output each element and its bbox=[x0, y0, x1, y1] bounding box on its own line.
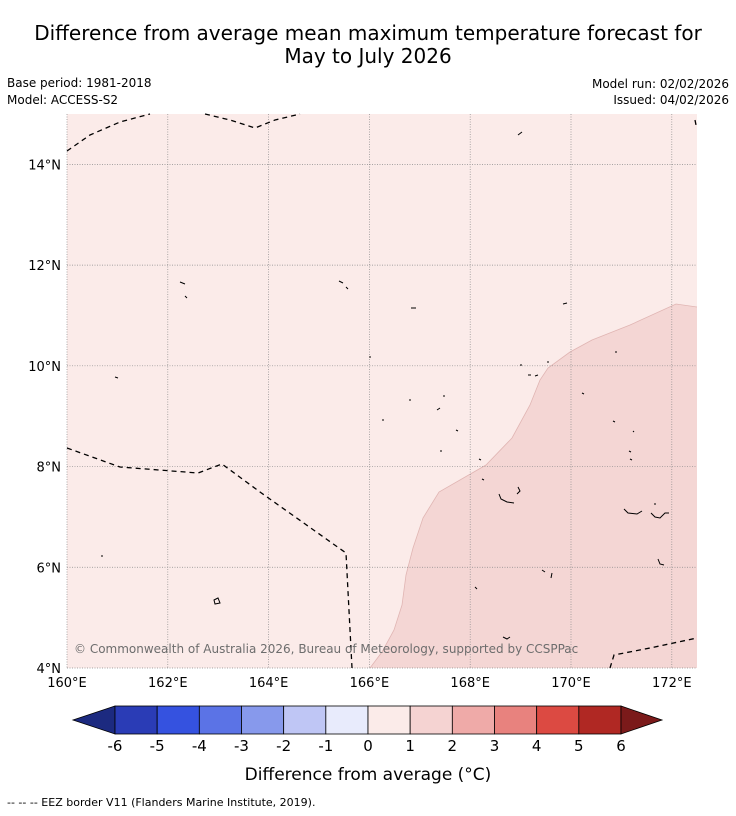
warm-anomaly-zone bbox=[370, 304, 697, 668]
eez-borders bbox=[66, 113, 698, 669]
island bbox=[179, 281, 188, 299]
island bbox=[541, 569, 553, 579]
island bbox=[520, 351, 617, 366]
map-panel: © Commonwealth of Australia 2026, Bureau… bbox=[28, 113, 698, 691]
colorbar-tick-label: -3 bbox=[234, 737, 249, 755]
lat-tick-label: 8°N bbox=[37, 461, 62, 476]
island bbox=[409, 395, 445, 411]
colorbar-cell bbox=[283, 705, 327, 735]
lon-tick-label: 172°E bbox=[652, 676, 692, 691]
anomaly-zone-edge bbox=[369, 303, 698, 669]
model-run-label: Model run: 02/02/2026 bbox=[591, 77, 729, 91]
islands bbox=[101, 131, 669, 640]
colorbar-tick-label: -2 bbox=[276, 737, 291, 755]
colorbar-tick-label: -1 bbox=[318, 737, 333, 755]
eez-border-southeast bbox=[609, 637, 698, 669]
eez-legend-text: -- -- -- EEZ border V11 (Flanders Marine… bbox=[7, 796, 316, 809]
island bbox=[382, 419, 459, 432]
lat-tick-label: 12°N bbox=[28, 259, 61, 274]
island bbox=[502, 636, 511, 640]
map-title: Difference from average mean maximum tem… bbox=[34, 21, 702, 68]
latitude-labels: 4°N 6°N 8°N 10°N 12°N 14°N bbox=[28, 158, 61, 677]
lon-tick-label: 166°E bbox=[350, 676, 390, 691]
island bbox=[581, 392, 585, 395]
colorbar-cell bbox=[241, 705, 285, 735]
island bbox=[498, 493, 515, 504]
longitude-labels: 160°E 162°E 164°E 166°E 168°E 170°E 172°E bbox=[47, 676, 691, 691]
island bbox=[650, 512, 669, 519]
issued-label: Issued: 04/02/2026 bbox=[613, 93, 729, 107]
colorbar-tick-label: -4 bbox=[192, 737, 207, 755]
island bbox=[114, 376, 119, 379]
gridlines bbox=[66, 114, 697, 669]
colorbar-tick-label: -6 bbox=[108, 737, 123, 755]
island bbox=[516, 486, 521, 495]
colorbar-cell bbox=[198, 705, 242, 735]
model-label: Model: ACCESS-S2 bbox=[7, 93, 119, 107]
colorbar-cell bbox=[325, 705, 369, 735]
colorbar-tick-label: 3 bbox=[490, 737, 500, 755]
colorbar-tick-label: 4 bbox=[532, 737, 542, 755]
island bbox=[612, 420, 635, 433]
lon-tick-label: 162°E bbox=[148, 676, 188, 691]
colorbar-label: Difference from average (°C) bbox=[245, 765, 492, 785]
colorbar-tick-label: 6 bbox=[616, 737, 626, 755]
island bbox=[528, 374, 539, 377]
base-period-label: Base period: 1981-2018 bbox=[7, 76, 152, 90]
island bbox=[474, 586, 478, 590]
colorbar-cell bbox=[578, 705, 622, 735]
lon-tick-label: 160°E bbox=[47, 676, 87, 691]
lat-tick-label: 4°N bbox=[37, 662, 62, 677]
eez-border-north bbox=[66, 113, 151, 152]
colorbar-cells bbox=[114, 705, 622, 735]
island bbox=[517, 131, 523, 136]
colorbar: -6 -5 -4 -3 -2 -1 0 1 2 3 4 5 6 Difference from aver… bbox=[71, 705, 664, 785]
colorbar-under-arrow bbox=[71, 705, 116, 735]
island bbox=[657, 558, 665, 566]
island bbox=[440, 450, 633, 461]
island bbox=[213, 597, 221, 605]
island bbox=[623, 508, 643, 515]
eez-border-northeast bbox=[694, 119, 697, 126]
colorbar-tick-label: 0 bbox=[363, 737, 373, 755]
colorbar-cell bbox=[494, 705, 538, 735]
colorbar-tick-labels: -6 -5 -4 -3 -2 -1 0 1 2 3 4 5 6 bbox=[108, 737, 626, 755]
colorbar-tick-label: 5 bbox=[574, 737, 584, 755]
eez-border-north-2 bbox=[204, 113, 301, 129]
colorbar-over-arrow bbox=[620, 705, 664, 735]
lon-tick-label: 168°E bbox=[450, 676, 490, 691]
lat-tick-label: 14°N bbox=[28, 158, 61, 173]
colorbar-cell bbox=[409, 705, 453, 735]
colorbar-cell bbox=[114, 705, 158, 735]
lon-tick-label: 164°E bbox=[249, 676, 289, 691]
island bbox=[338, 280, 349, 290]
colorbar-cell bbox=[451, 705, 495, 735]
colorbar-tick-label: 2 bbox=[448, 737, 458, 755]
eez-border-west bbox=[66, 447, 353, 669]
island bbox=[562, 302, 568, 305]
colorbar-tick-label: 1 bbox=[405, 737, 415, 755]
island bbox=[478, 458, 485, 481]
colorbar-tick-label: -5 bbox=[150, 737, 165, 755]
colorbar-cell bbox=[536, 705, 580, 735]
lon-tick-label: 170°E bbox=[551, 676, 591, 691]
colorbar-cell bbox=[156, 705, 200, 735]
lat-tick-label: 6°N bbox=[37, 561, 62, 576]
attribution-text: © Commonwealth of Australia 2026, Bureau… bbox=[74, 642, 578, 656]
lat-tick-label: 10°N bbox=[28, 360, 61, 375]
colorbar-cell bbox=[367, 705, 411, 735]
